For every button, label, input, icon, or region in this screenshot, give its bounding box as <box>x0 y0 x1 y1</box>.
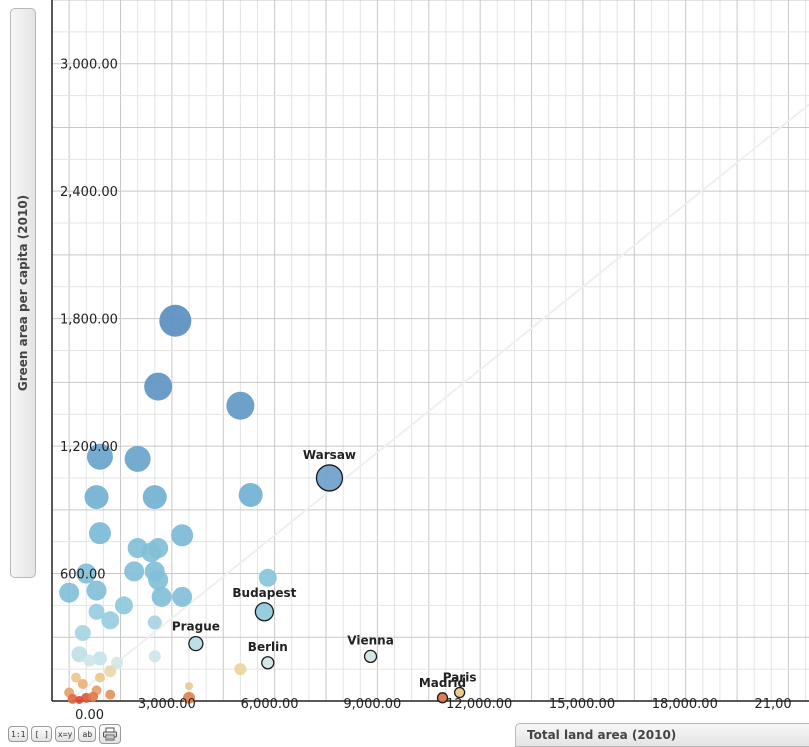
y-tick-label: 1,800.00 <box>60 313 118 328</box>
data-point[interactable] <box>254 602 275 622</box>
x-tick-labels: 0.00 3,000.00 6,000.00 9,000.00 12,000.00 15,… <box>75 697 792 723</box>
point-label: Prague <box>172 620 220 634</box>
data-point[interactable] <box>159 304 192 337</box>
data-point[interactable] <box>453 686 466 699</box>
data-point[interactable] <box>171 524 194 547</box>
x-tick-label: 0.00 <box>75 708 104 723</box>
data-point[interactable] <box>76 563 97 584</box>
y-tick-label: 2,400.00 <box>60 185 118 200</box>
data-point[interactable] <box>86 443 113 470</box>
data-points <box>59 304 466 704</box>
data-point[interactable] <box>226 391 255 420</box>
data-point[interactable] <box>88 603 105 620</box>
data-point[interactable] <box>83 654 96 667</box>
data-point[interactable] <box>188 635 204 652</box>
data-point[interactable] <box>59 582 80 603</box>
data-point[interactable] <box>77 679 88 690</box>
point-label: Vienna <box>347 633 394 647</box>
x-axis-selector-button[interactable]: Total land area (2010) <box>515 723 809 747</box>
point-label: Madrid <box>419 676 466 690</box>
data-point[interactable] <box>185 682 194 691</box>
x-tick-label: 9,000.00 <box>343 697 401 712</box>
data-point[interactable] <box>315 464 344 492</box>
x-tick-label: 21,00 <box>754 697 791 712</box>
fit-bounds-button[interactable]: [ ] <box>31 726 52 742</box>
data-point[interactable] <box>238 482 263 507</box>
point-label: Berlin <box>248 640 288 654</box>
data-point[interactable] <box>88 522 111 545</box>
data-point[interactable] <box>67 693 78 704</box>
data-point[interactable] <box>105 689 116 700</box>
data-point[interactable] <box>148 650 161 663</box>
point-label: Paris <box>443 671 477 685</box>
x-axis-label: Total land area (2010) <box>527 728 677 742</box>
data-point[interactable] <box>124 561 145 582</box>
data-point[interactable] <box>71 646 88 663</box>
zoom-1-1-button[interactable]: 1:1 <box>8 726 29 742</box>
data-point[interactable] <box>74 625 91 642</box>
data-point[interactable] <box>94 672 105 683</box>
data-point[interactable] <box>104 665 117 678</box>
data-point[interactable] <box>144 372 173 401</box>
x-tick-label: 6,000.00 <box>241 697 299 712</box>
y-axis-selector-button[interactable]: Green area per capita (2010) <box>10 8 36 578</box>
chart-toolbar: 1:1 [ ] x=y ab <box>8 724 122 744</box>
data-point[interactable] <box>92 651 107 666</box>
y-tick-labels: 600.00 1,200.00 1,800.00 2,400.00 3,000.00 <box>60 58 118 583</box>
point-label: Warsaw <box>303 448 356 462</box>
x-tick-label: 15,000.00 <box>549 697 615 712</box>
toggle-labels-button[interactable]: ab <box>78 726 97 742</box>
data-point[interactable] <box>148 569 169 590</box>
y-gridlines <box>52 0 809 670</box>
data-point[interactable] <box>101 611 120 630</box>
data-point[interactable] <box>86 580 107 601</box>
data-point[interactable] <box>234 663 247 676</box>
x-tick-label: 12,000.00 <box>446 697 512 712</box>
printer-icon <box>103 727 118 741</box>
x-tick-label: 18,000.00 <box>652 697 718 712</box>
x-equals-y-button[interactable]: x=y <box>54 726 76 742</box>
data-point[interactable] <box>147 615 162 630</box>
point-label: Budapest <box>232 586 296 600</box>
y-axis-label: Green area per capita (2010) <box>16 194 30 392</box>
data-point[interactable] <box>84 485 109 510</box>
data-point[interactable] <box>70 672 81 683</box>
x-tick-label: 3,000.00 <box>138 697 196 712</box>
y-tick-label: 3,000.00 <box>60 58 118 73</box>
y-tick-label: 1,200.00 <box>60 440 118 455</box>
data-point[interactable] <box>258 568 277 587</box>
data-point[interactable] <box>142 485 167 510</box>
data-point[interactable] <box>111 656 124 669</box>
data-point[interactable] <box>151 586 172 607</box>
data-point[interactable] <box>436 692 449 704</box>
data-point[interactable] <box>363 649 378 664</box>
data-point[interactable] <box>148 538 169 559</box>
data-point[interactable] <box>124 445 151 472</box>
data-point[interactable] <box>114 596 133 615</box>
data-point[interactable] <box>261 656 275 670</box>
y-tick-label: 600.00 <box>60 568 106 583</box>
data-point[interactable] <box>172 586 193 607</box>
x-equals-y-reference-line <box>68 103 809 702</box>
point-labels: Warsaw Budapest Prague Berlin Vienna ParisMad… <box>172 448 477 690</box>
data-point[interactable] <box>75 695 84 704</box>
print-button[interactable] <box>99 724 122 744</box>
data-point[interactable] <box>183 691 196 704</box>
data-point[interactable] <box>88 691 99 702</box>
